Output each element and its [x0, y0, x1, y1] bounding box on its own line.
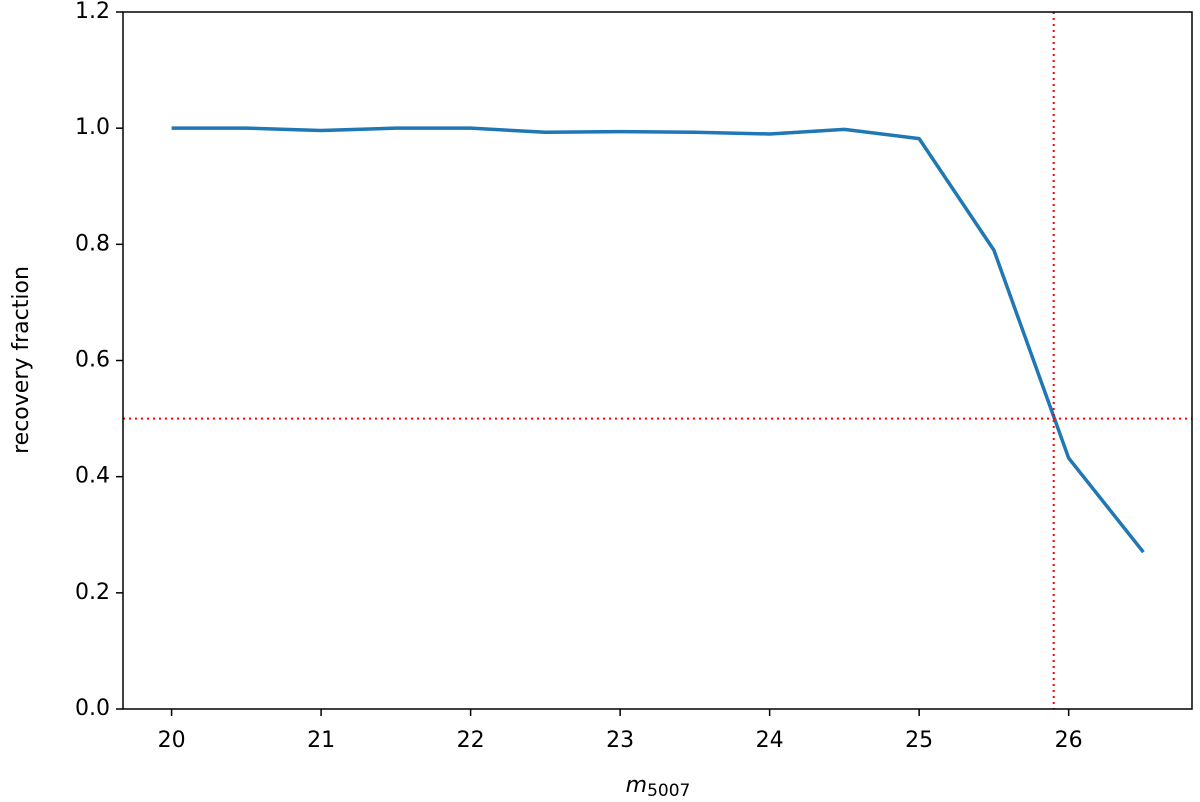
x-axis-label-main: m — [626, 773, 647, 798]
plot-frame — [122, 11, 1193, 710]
y-tick-label: 0.0 — [75, 696, 110, 721]
x-tick-label: 20 — [158, 728, 186, 753]
x-axis-label: m5007 — [626, 773, 691, 801]
x-tick-label: 24 — [756, 728, 784, 753]
x-tick-label: 26 — [1055, 728, 1083, 753]
x-tick-label: 22 — [457, 728, 485, 753]
data-line — [171, 126, 1145, 554]
y-axis-label: recovery fraction — [9, 266, 34, 454]
x-tick-label: 25 — [905, 728, 933, 753]
y-tick-label: 0.8 — [75, 231, 110, 256]
y-tick-label: 1.2 — [75, 0, 110, 24]
x-tick-label: 21 — [307, 728, 335, 753]
x-axis-label-subscript: 5007 — [647, 781, 690, 801]
x-tick-label: 23 — [606, 728, 634, 753]
y-tick-label: 0.6 — [75, 348, 110, 373]
y-tick-label: 0.4 — [75, 464, 110, 489]
y-tick-label: 0.2 — [75, 580, 110, 605]
y-tick-label: 1.0 — [75, 115, 110, 140]
